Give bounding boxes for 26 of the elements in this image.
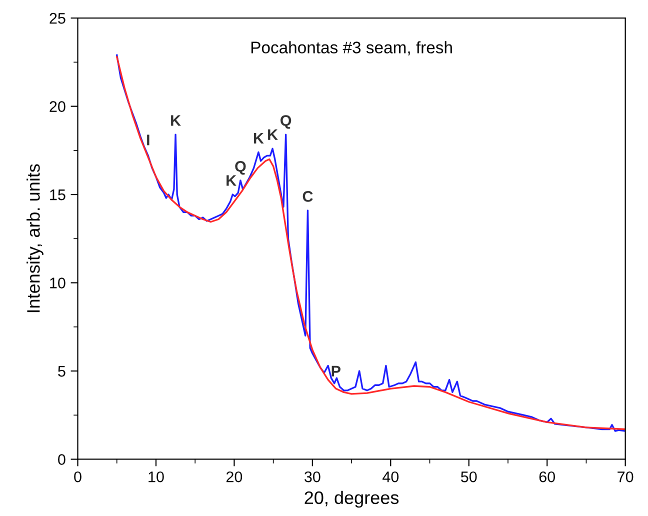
x-axis-title: 20, degrees (304, 490, 399, 508)
annotation: Q (280, 115, 292, 129)
y-axis-title: Intensity, arb. units (26, 164, 44, 312)
y-tick-label: 0 (58, 454, 66, 465)
annotation: K (268, 129, 278, 140)
y-tick-label: 15 (50, 190, 66, 200)
y-tick-label: 25 (50, 12, 66, 24)
annotation: C (302, 191, 313, 202)
x-tick-label: 50 (460, 471, 477, 482)
annotation: K (254, 132, 264, 144)
x-tick-label: 40 (382, 471, 399, 482)
annotation: I (147, 134, 150, 146)
x-tick-label: 60 (539, 471, 555, 482)
x-tick-label: 0 (74, 471, 82, 482)
y-tick-label: 20 (50, 101, 66, 112)
x-tick-label: 30 (304, 471, 320, 482)
y-tick-label: 10 (50, 278, 66, 288)
y-tick-label: 5 (58, 366, 66, 377)
annotation: K (226, 175, 236, 186)
annotation: K (171, 115, 181, 126)
x-tick-label: 10 (148, 471, 164, 482)
annotation: P (332, 366, 340, 376)
x-tick-label: 20 (226, 471, 242, 482)
x-tick-label: 70 (618, 471, 634, 482)
annotation: Q (235, 161, 246, 175)
text: Pocahontas #3 seam, fresh (251, 41, 452, 56)
